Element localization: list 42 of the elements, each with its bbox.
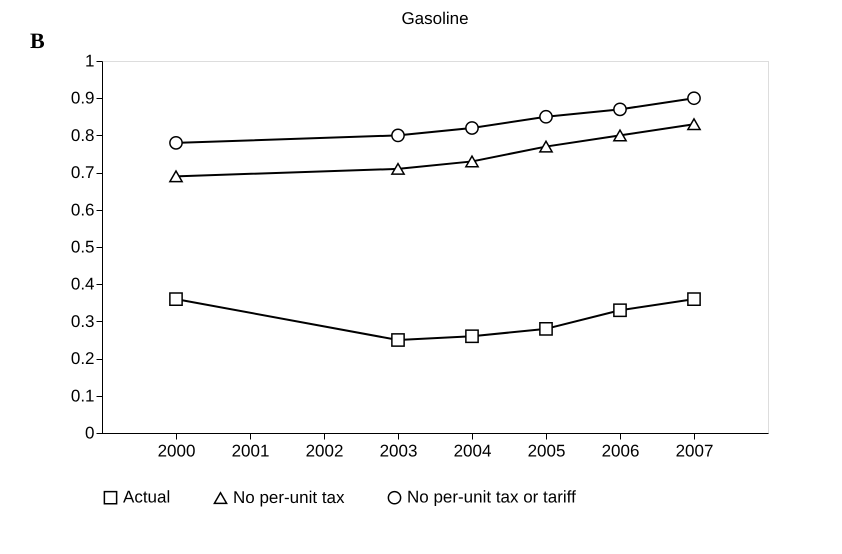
legend-label: No per-unit tax or tariff — [407, 488, 576, 507]
x-tick-label: 2005 — [528, 442, 566, 460]
point — [687, 91, 701, 106]
point — [391, 162, 405, 175]
chart-title: Gasoline — [401, 9, 469, 28]
point — [613, 303, 627, 318]
x-tick-label: 2000 — [158, 442, 196, 460]
legend-label: No per-unit tax — [233, 488, 345, 508]
point — [169, 292, 183, 306]
x-tick-label: 2003 — [380, 442, 418, 460]
x-tick-label: 2002 — [306, 442, 344, 460]
point — [465, 329, 479, 344]
y-tick-label: 0.7 — [70, 163, 94, 182]
point — [391, 128, 405, 142]
y-tick-label: 0.9 — [70, 88, 94, 108]
x-tick-label: 2006 — [602, 442, 640, 460]
x-tick-label: 2004 — [454, 442, 492, 460]
y-tick-label: 0.6 — [70, 200, 94, 220]
y-tick-label: 0.8 — [70, 126, 94, 145]
y-tick-label: 0.1 — [70, 386, 94, 406]
y-tick-label: 0.2 — [70, 349, 94, 368]
point — [687, 292, 701, 306]
x-tick-label: 2007 — [676, 442, 714, 460]
point — [687, 118, 701, 130]
y-tick-label: 0.3 — [70, 312, 94, 331]
y-tick-label: 0.5 — [70, 238, 94, 256]
point — [539, 322, 553, 336]
x-tick-label: 2001 — [232, 442, 270, 460]
point — [613, 129, 627, 142]
point — [391, 333, 405, 347]
y-tick-label: 0.4 — [70, 274, 94, 294]
point — [539, 110, 553, 124]
point — [465, 121, 479, 135]
y-tick-label: 0 — [85, 424, 94, 442]
point — [539, 140, 553, 153]
point — [613, 102, 627, 116]
legend-label: Actual — [123, 488, 170, 507]
y-tick-label: 1 — [85, 52, 94, 70]
point — [465, 155, 479, 168]
point — [169, 170, 183, 182]
point — [169, 136, 183, 150]
text: B — [30, 28, 45, 53]
